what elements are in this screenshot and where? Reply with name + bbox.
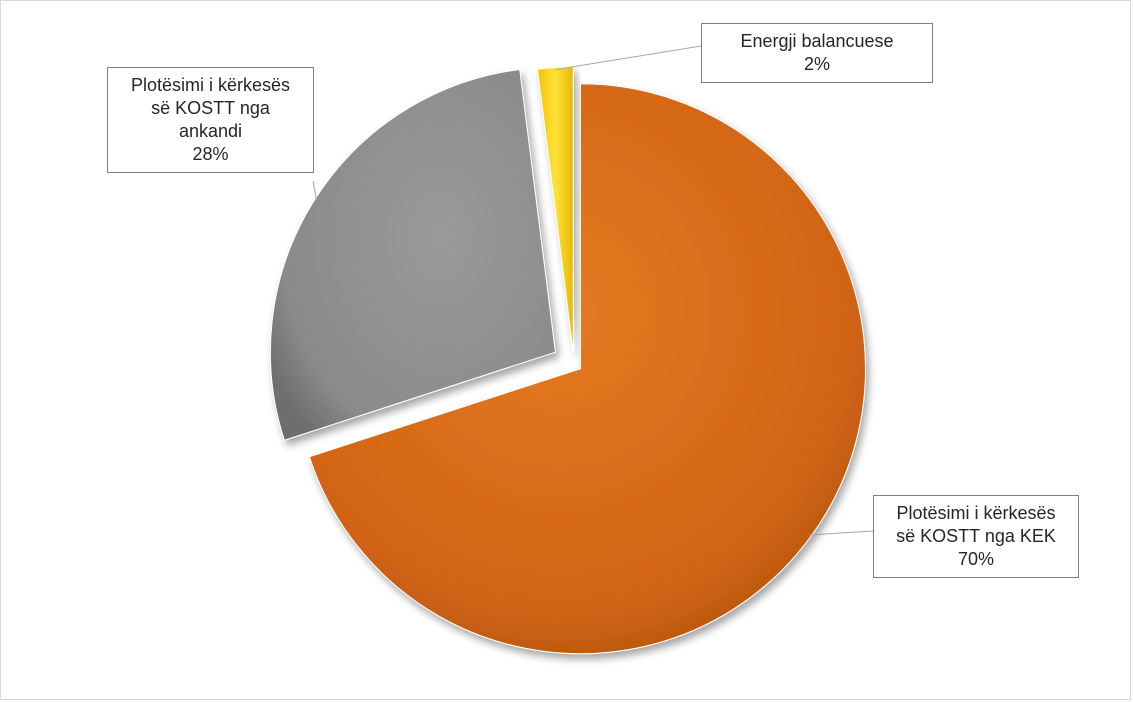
data-label-kek-line-2: së KOSTT nga KEK xyxy=(882,525,1070,548)
leader-line-kek xyxy=(809,531,873,535)
data-label-balancuese: Energji balancuese 2% xyxy=(701,23,933,83)
data-label-ankandi: Plotësimi i kërkesës së KOSTT nga ankand… xyxy=(107,67,314,173)
data-label-ankandi-line-2: së KOSTT nga xyxy=(116,97,305,120)
leader-line-ankandi xyxy=(313,181,316,201)
data-label-kek: Plotësimi i kërkesës së KOSTT nga KEK 70… xyxy=(873,495,1079,578)
data-label-kek-line-1: Plotësimi i kërkesës xyxy=(882,502,1070,525)
data-label-ankandi-line-1: Plotësimi i kërkesës xyxy=(116,74,305,97)
data-label-ankandi-line-3: ankandi xyxy=(116,120,305,143)
data-label-balancuese-line-1: Energji balancuese xyxy=(710,30,924,53)
data-label-ankandi-value: 28% xyxy=(116,143,305,166)
leader-line-balancuese xyxy=(555,46,701,70)
data-label-balancuese-value: 2% xyxy=(710,53,924,76)
data-label-kek-value: 70% xyxy=(882,548,1070,571)
